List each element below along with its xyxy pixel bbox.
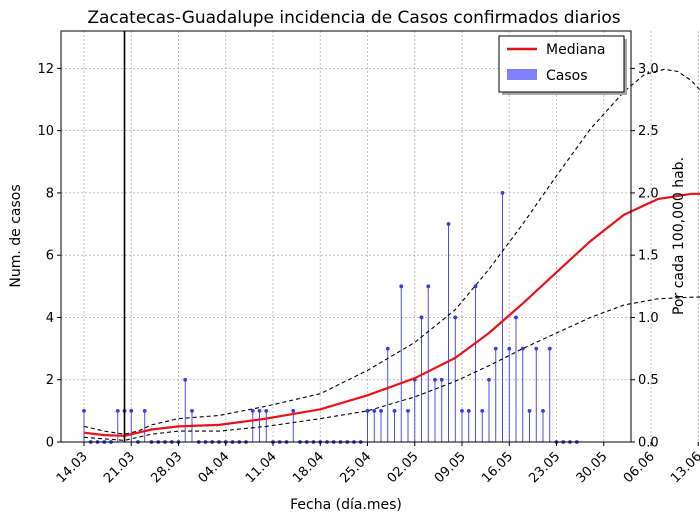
case-marker [520,346,525,351]
case-marker [365,408,370,413]
y-tick-label: 4 [46,311,54,326]
case-marker [129,408,134,413]
case-marker [466,408,471,413]
case-marker [372,408,377,413]
curves [83,31,700,442]
case-marker [250,408,255,413]
cases-series [82,191,579,444]
y-tick-label: 10 [37,124,54,139]
legend-swatch-casos [507,69,537,80]
y-right-tick-label: 1.0 [638,311,659,326]
case-marker [433,377,437,382]
case-marker [487,377,491,382]
y-tick-label: 0 [46,436,54,451]
case-marker [527,408,532,413]
case-marker [439,377,444,382]
legend-box [498,35,625,93]
case-marker [493,346,498,351]
y-axis-title: Num. de casos [8,184,24,287]
case-marker [500,191,505,195]
y-right-tick-label: 3.0 [638,62,659,77]
y-tick-label: 6 [46,249,54,264]
case-marker [547,346,552,351]
y-right-tick-label: 2.0 [638,186,659,201]
case-marker [426,284,431,289]
case-marker [419,315,424,320]
y-axis-right-title: Por cada 100,000 hab. [671,157,687,315]
case-marker [291,408,296,413]
case-marker [446,222,451,226]
legend: Mediana Casos [498,35,627,95]
x-axis-title: Fecha (día.mes) [290,497,402,513]
case-marker [453,315,458,320]
case-marker [473,284,478,289]
plot-frame [60,30,632,443]
case-marker [82,408,86,413]
case-marker [399,284,404,289]
case-marker [480,408,485,413]
y-right-tick-label: 1.5 [638,249,659,264]
case-marker [190,408,194,413]
y-tick-label: 8 [46,186,54,201]
lower-bound-line [83,296,700,441]
median-line [83,192,700,437]
case-marker [392,408,397,413]
y-right-tick-label: 0.0 [638,436,659,451]
case-marker [264,408,269,413]
case-marker [406,408,410,413]
case-marker [507,346,512,351]
y-right-tick-label: 2.5 [638,124,659,139]
legend-label-mediana: Mediana [546,42,606,58]
case-marker [142,408,147,413]
case-marker [257,408,262,413]
legend-label-casos: Casos [546,68,588,84]
case-marker [115,408,120,413]
case-marker [460,408,464,413]
case-marker [514,315,518,320]
y-tick-label: 12 [37,62,54,77]
case-marker [534,346,539,351]
chart-title: Zacatecas-Guadalupe incidencia de Casos … [87,8,620,28]
case-marker [541,408,545,413]
y-right-tick-label: 0.5 [638,373,659,388]
case-marker [379,408,383,413]
case-marker [385,346,390,351]
y-tick-label: 2 [46,373,54,388]
case-marker [183,377,188,382]
